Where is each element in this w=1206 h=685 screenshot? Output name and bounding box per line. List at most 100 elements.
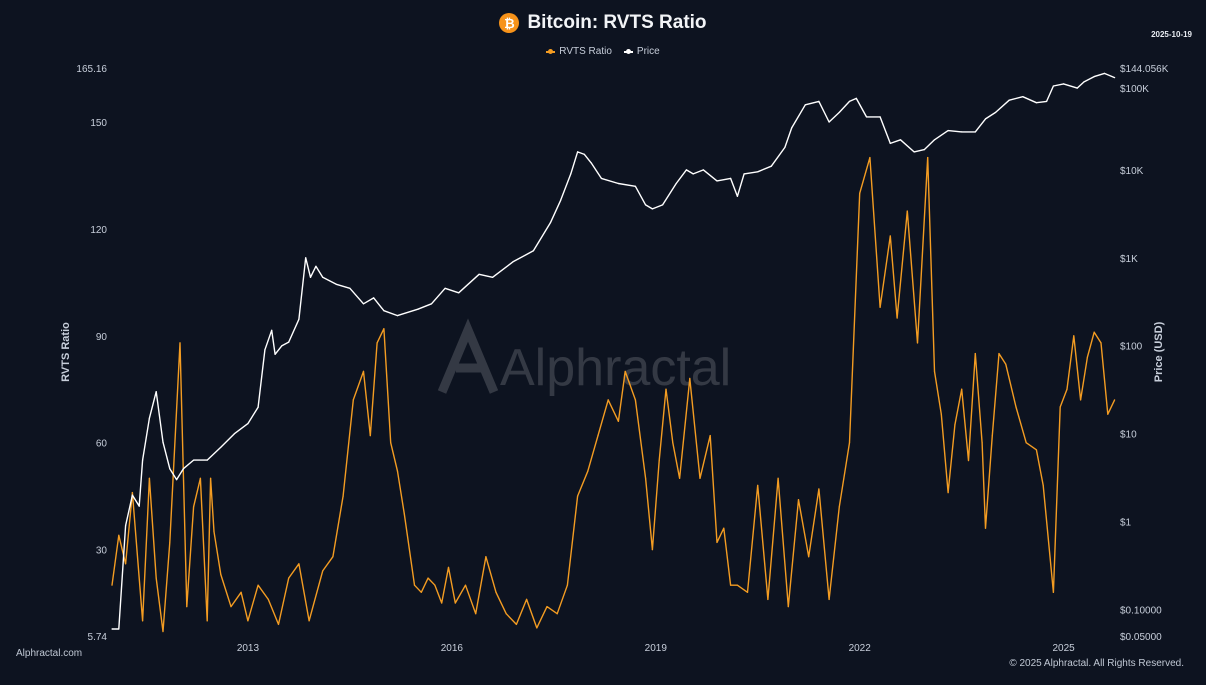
price-point [716,180,718,182]
rvts-point [967,459,970,462]
rvts-point [155,577,157,579]
price-point [634,185,637,187]
y-left-tick-label: 165.16 [76,64,107,75]
watermark: Alphractal [437,318,731,397]
x-tick-label: 2019 [645,643,668,654]
y-right-tick-label: $100K [1120,84,1149,95]
chart-title: Bitcoin: RVTS Ratio [527,12,707,33]
price-point [193,459,195,461]
price-point [478,273,480,275]
rvts-point [298,563,300,565]
y-left-tick-label: 30 [96,546,108,557]
price-point [349,287,351,289]
price-point [692,173,694,175]
rvts-point [879,306,881,308]
footer-site[interactable]: Alphractal.com [16,648,83,659]
legend-item-rvts[interactable]: RVTS Ratio [546,46,612,57]
rvts-point [587,470,589,472]
y-left-tick-label: 120 [90,225,107,236]
price-point [913,151,915,153]
price-point [889,142,891,144]
series-line-rvts[interactable] [111,156,1116,633]
price-point [865,116,868,118]
rvts-point [454,602,456,604]
price-point [743,173,745,175]
rvts-point [723,527,725,529]
price-point [974,131,976,133]
rvts-point [1073,335,1075,337]
footer-copyright: © 2025 Alphractal. All Rights Reserved. [1009,658,1184,669]
price-point [947,130,949,132]
price-point [257,406,259,408]
rvts-point [125,563,127,565]
y-right-tick-label: $1K [1120,254,1138,265]
rvts-point [828,598,830,601]
price-point [1114,77,1116,79]
rvts-point [230,606,232,608]
price-point [309,276,312,278]
rvts-point [342,495,344,497]
rvts-point [927,157,929,159]
rvts-point [1093,331,1095,333]
price-point [560,199,562,201]
bitcoin-logo-icon: ₿ [499,13,520,33]
rvts-point [808,556,810,558]
rvts-point [383,328,385,330]
price-point [1093,76,1095,78]
price-point [417,308,419,310]
rvts-point [485,556,487,558]
rvts-point [441,602,443,604]
rvts-point [1059,406,1061,408]
rvts-point [193,506,195,508]
price-point [818,100,820,102]
legend-label-rvts: RVTS Ratio [559,46,612,57]
price-point [1063,83,1065,85]
price-point [247,423,249,425]
y-right-tick-label: $100 [1120,342,1143,353]
price-point [396,315,399,317]
rvts-point [1114,399,1116,401]
legend-item-price[interactable]: Price [623,46,660,57]
price-point [281,345,283,347]
rvts-point [277,623,280,626]
rvts-point [597,435,599,437]
rvts-point [746,591,749,593]
price-point [804,104,806,106]
rvts-point [672,442,674,444]
price-point [784,146,786,148]
price-point [458,292,460,294]
rvts-point [689,377,691,380]
price-point [1046,100,1048,102]
price-point [923,149,925,151]
rvts-point [645,477,647,479]
rvts-point [617,420,620,422]
price-point [838,111,840,113]
price-point [125,525,127,527]
rvts-point [859,192,861,194]
y-right-tick-label: $10 [1120,430,1137,441]
rvts-point [210,477,212,479]
rvts-point [947,492,949,494]
price-point [730,177,732,179]
rvts-point [111,584,113,586]
y-right-tick-label: $1 [1120,518,1132,529]
rvts-point [505,613,507,615]
rvts-point [495,591,497,593]
price-point [182,468,184,470]
price-point [736,195,739,197]
y-right-tick-label: $0.10000 [1120,606,1162,617]
price-point [373,297,375,299]
rvts-point [427,577,429,579]
price-point [383,310,385,312]
price-point [233,433,235,435]
y-axis-left: 5.74 30 60 90 120 150 165.16 [76,64,107,643]
rvts-point [213,531,215,533]
price-point [791,127,793,129]
rvts-point [1100,342,1102,344]
rvts-point [434,584,436,586]
price-point [430,303,433,305]
rvts-point [716,541,718,544]
price-point [848,100,851,102]
legend-swatch-rvts [546,48,556,54]
price-point [492,276,494,278]
